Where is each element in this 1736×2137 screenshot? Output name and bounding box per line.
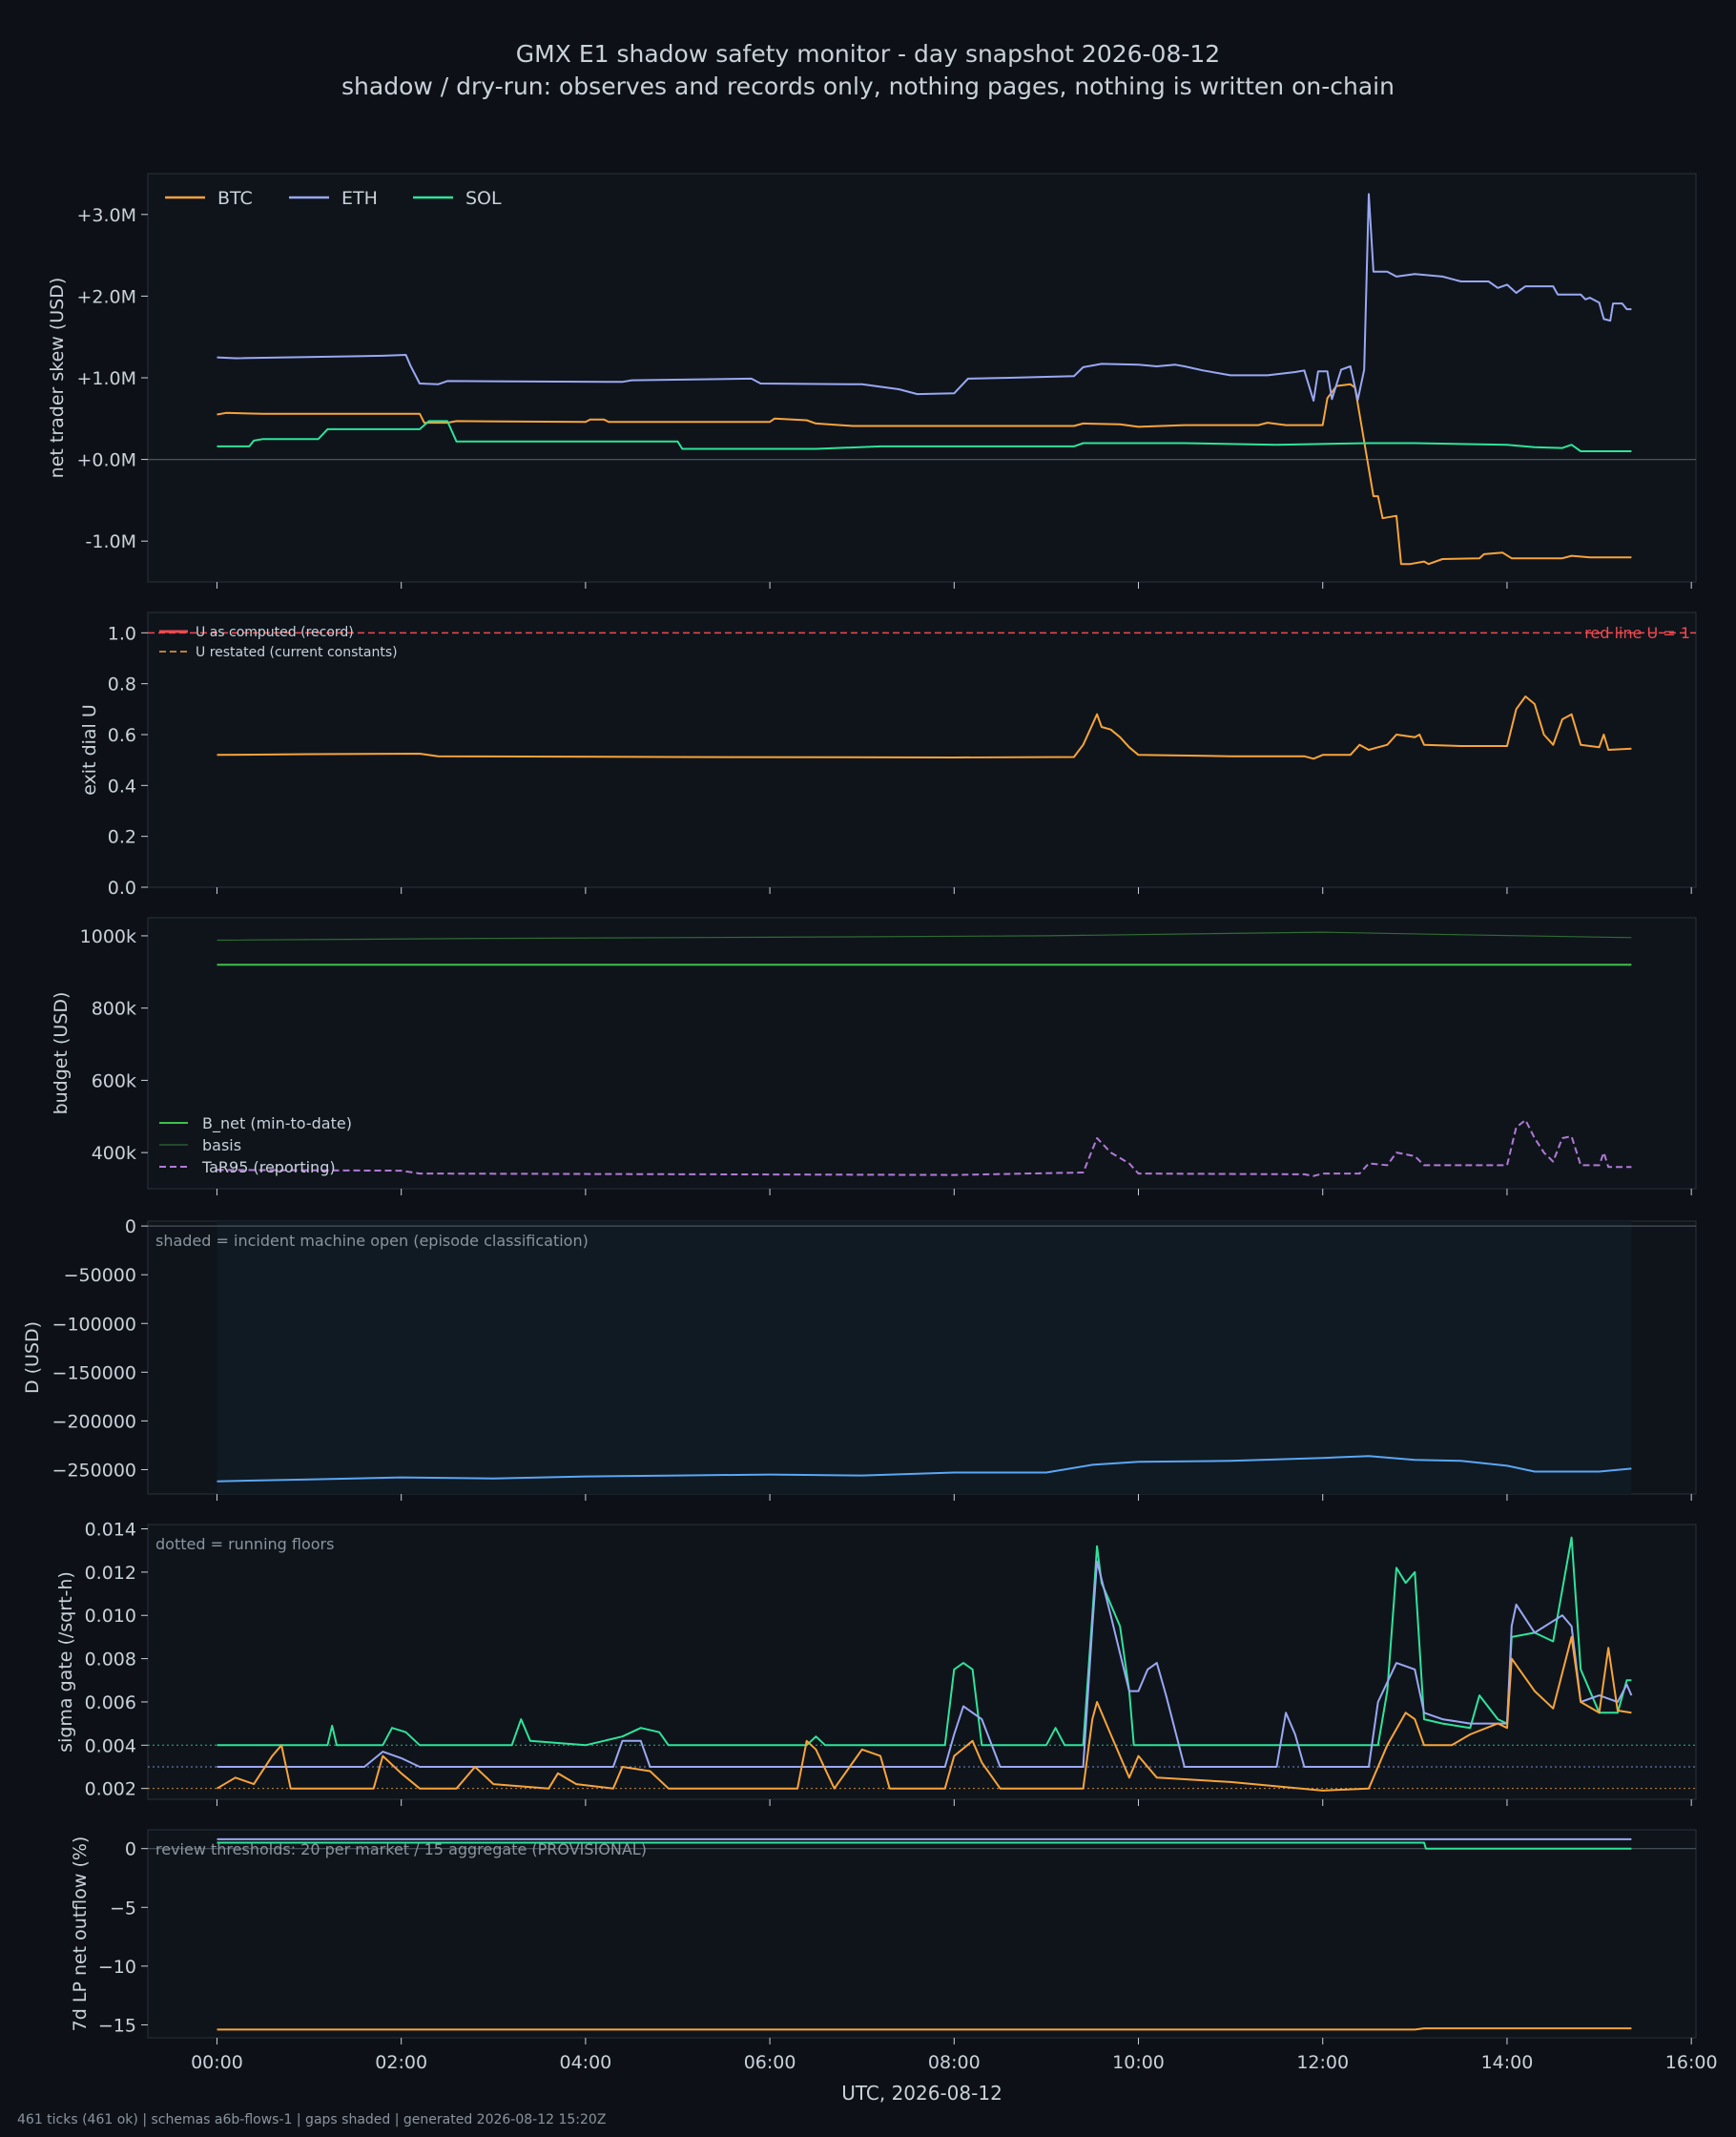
y-tick-label: +2.0M [76, 286, 136, 307]
y-tick-label: 0.004 [85, 1735, 136, 1756]
y-axis-label: sigma gate (/sqrt-h) [55, 1571, 76, 1753]
series-line-eth [217, 193, 1632, 402]
y-tick-label: 0.0 [108, 878, 136, 899]
y-tick-label: 0 [125, 1839, 136, 1860]
y-tick-label: 0.4 [108, 776, 136, 797]
x-tick-label: 08:00 [928, 2052, 981, 2073]
plot-area [147, 1524, 1697, 1800]
y-axis-label: D (USD) [22, 1321, 43, 1394]
y-tick-label: -1.0M [86, 531, 136, 552]
series-line-btc [217, 383, 1632, 566]
panel-annotation: dotted = running floors [155, 1535, 334, 1553]
chart-title: GMX E1 shadow safety monitor - day snaps… [515, 40, 1221, 68]
y-tick-label: 600k [92, 1070, 136, 1091]
x-tick-label: 04:00 [560, 2052, 612, 2073]
y-tick-label: 1000k [80, 926, 136, 947]
x-tick-label: 14:00 [1481, 2052, 1534, 2073]
incident-shade [217, 1221, 1632, 1494]
y-tick-label: −250000 [52, 1460, 136, 1481]
y-axis-label: 7d LP net outflow (%) [70, 1836, 91, 2032]
plot-area [147, 917, 1697, 1190]
x-tick-label: 12:00 [1296, 2052, 1349, 2073]
series-line-d [217, 1455, 1632, 1483]
series-line-sol [217, 1841, 1632, 1850]
panel-skew: -1.0M +0.0M +1.0M +2.0M +3.0M net trader skew… [47, 173, 1697, 589]
panel-lp_outflow: −15 −10 −5 0 7d LP net outflow (%) review thr… [70, 1829, 1718, 2105]
y-tick-label: 400k [92, 1143, 136, 1164]
panel-D: −250000 −200000 −150000 −100000 −50000 0 D (US… [22, 1216, 1697, 1501]
legend-label: basis [202, 1136, 241, 1154]
panel-annotation: review thresholds: 20 per market / 15 ag… [155, 1840, 647, 1858]
x-tick-label: 06:00 [744, 2052, 796, 2073]
plot-layer [148, 193, 1696, 566]
y-tick-label: −150000 [52, 1362, 136, 1383]
panel-annotation: shaded = incident machine open (episode … [155, 1232, 589, 1250]
y-axis-label: net trader skew (USD) [47, 278, 68, 479]
plot-layer [148, 1837, 1696, 2031]
plot-layer [148, 1536, 1696, 1792]
series-line-btc [216, 1635, 1632, 1792]
legend-label: B_net (min-to-date) [202, 1114, 352, 1133]
legend-label: SOL [465, 188, 502, 209]
legend-label: U as computed (record) [196, 625, 354, 640]
y-axis-label: budget (USD) [51, 992, 72, 1115]
y-tick-label: −100000 [52, 1314, 136, 1335]
y-tick-label: 0.008 [85, 1649, 136, 1670]
chart-title-block: GMX E1 shadow safety monitor - day snaps… [0, 38, 1736, 103]
series-line-sol [217, 420, 1632, 452]
chart-subtitle: shadow / dry-run: observes and records o… [341, 73, 1395, 100]
y-tick-label: +1.0M [76, 368, 136, 389]
x-axis-label: UTC, 2026-08-12 [841, 2082, 1002, 2105]
y-tick-label: −10 [98, 1957, 136, 1978]
y-tick-label: 0.002 [85, 1779, 136, 1800]
status-footer: 461 ticks (461 ok) | schemas a6b-flows-1… [17, 2112, 607, 2127]
series-line-tar95-reporting- [217, 1119, 1632, 1177]
y-tick-label: +0.0M [76, 450, 136, 471]
series-line-btc [217, 2027, 1632, 2031]
legend-label: TaR95 (reporting) [201, 1158, 336, 1176]
x-tick-label: 00:00 [191, 2052, 243, 2073]
series-line-eth [217, 1560, 1633, 1768]
y-tick-label: +3.0M [76, 205, 136, 226]
y-tick-label: 0.012 [85, 1563, 136, 1584]
y-tick-label: 1.0 [108, 623, 136, 644]
legend-label: U restated (current constants) [196, 645, 398, 660]
x-tick-label: 16:00 [1665, 2052, 1718, 2073]
y-tick-label: 0 [125, 1216, 136, 1237]
y-axis-label: exit dial U [79, 704, 100, 796]
redline-annotation: red line U = 1 [1584, 624, 1690, 642]
y-tick-label: −50000 [64, 1265, 136, 1286]
y-tick-label: 0.006 [85, 1692, 136, 1713]
legend-label: ETH [341, 188, 378, 209]
y-tick-label: 0.010 [85, 1606, 136, 1627]
legend-label: BTC [217, 188, 253, 209]
y-tick-label: 0.8 [108, 674, 136, 695]
y-tick-label: −5 [110, 1898, 136, 1919]
panel-budget: 400k 600k 800k 1000k budget (USD) B_net (min-… [51, 917, 1697, 1195]
series-line-u-as-computed-record- [217, 695, 1632, 760]
plot-area [147, 173, 1697, 583]
panel-sigma_gate: 0.002 0.004 0.006 0.008 0.010 0.012 0.014 sigma… [55, 1520, 1697, 1806]
plot-layer [217, 931, 1632, 1177]
plot-layer [148, 632, 1696, 760]
x-tick-label: 02:00 [375, 2052, 427, 2073]
y-tick-label: 0.6 [108, 725, 136, 746]
y-tick-label: 0.014 [85, 1520, 136, 1541]
plot-area [147, 1829, 1697, 2039]
plot-layer [148, 1221, 1696, 1494]
y-tick-label: −15 [98, 2015, 136, 2036]
y-tick-label: 0.2 [108, 827, 136, 848]
y-tick-label: −200000 [52, 1411, 136, 1432]
plot-area [147, 612, 1697, 888]
x-tick-label: 10:00 [1112, 2052, 1165, 2073]
panel-exit_dial: 0.0 0.2 0.4 0.6 0.8 1.0 exit dial U red line U … [79, 612, 1697, 899]
y-tick-label: 800k [92, 999, 136, 1020]
series-line-basis [217, 931, 1632, 942]
